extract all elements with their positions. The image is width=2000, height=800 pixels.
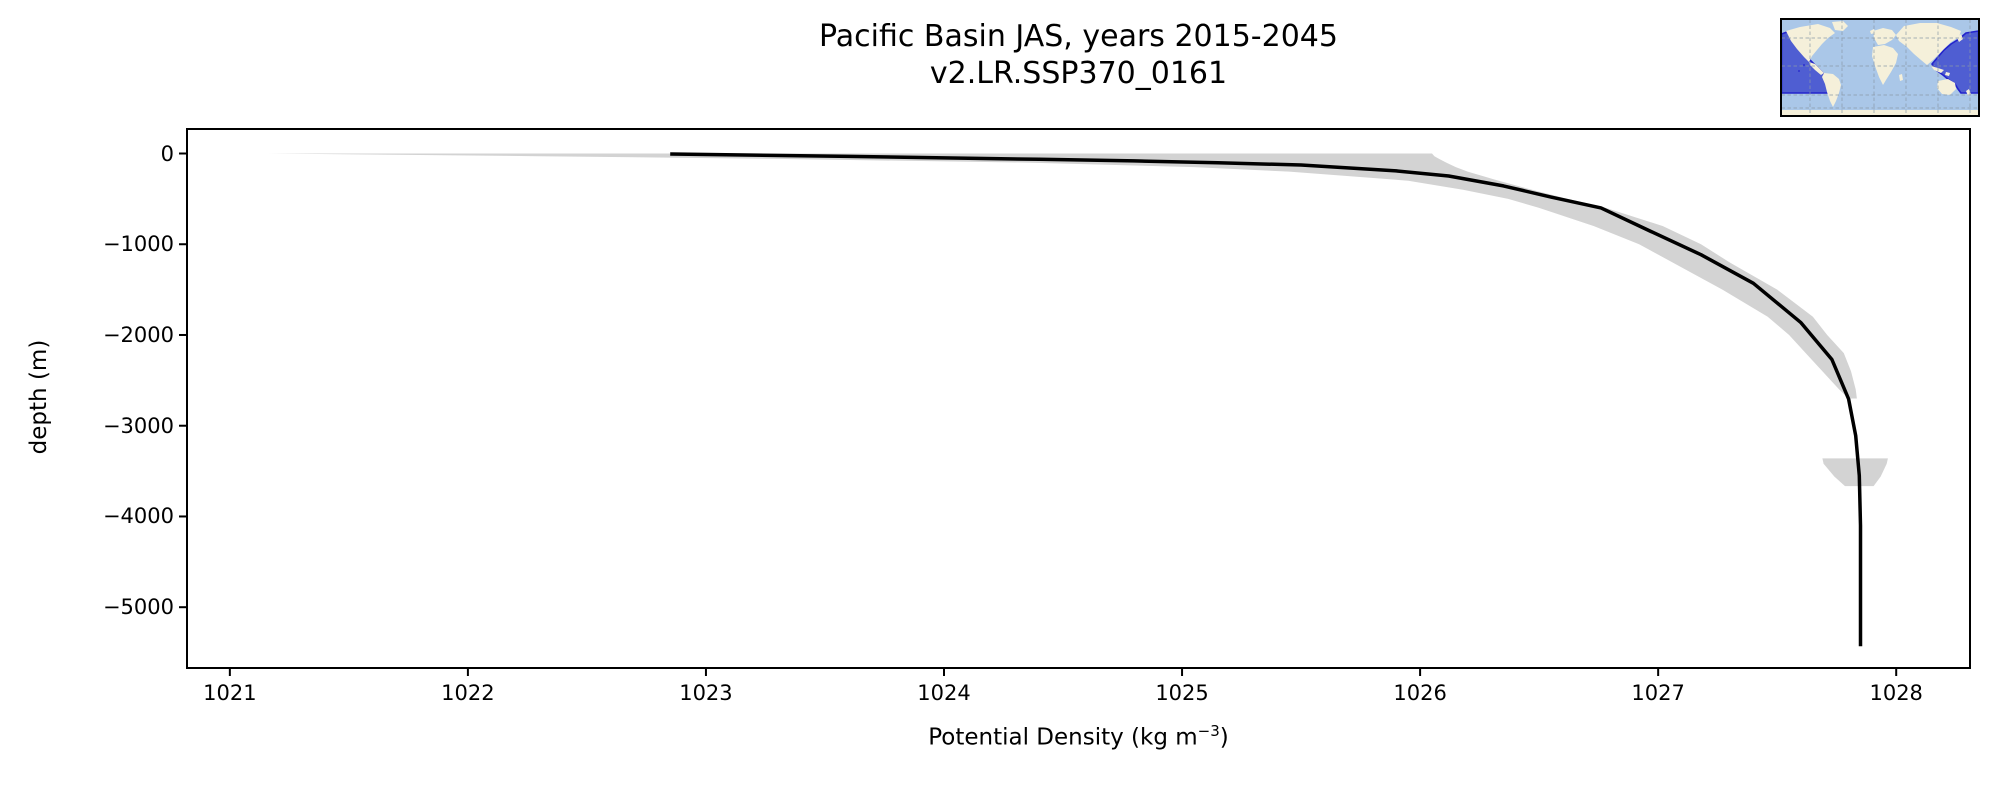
x-tick-label: 1023	[679, 681, 733, 705]
x-tick-label: 1026	[1393, 681, 1447, 705]
axes-spines	[186, 128, 1971, 669]
x-tick-label: 1025	[1155, 681, 1209, 705]
x-axis-label-prefix: Potential Density (kg m	[928, 724, 1198, 751]
y-axis-label: depth (m)	[26, 332, 52, 462]
pacific-basin-inset-map	[1780, 18, 1980, 117]
x-axis-label-suffix: )	[1219, 724, 1229, 751]
density_spread_deep_patch	[1822, 458, 1888, 487]
mean_potential_density_profile	[670, 152, 1863, 647]
map-border	[1780, 18, 1980, 117]
x-tick-label: 1021	[203, 681, 257, 705]
y-tick-label: −5000	[102, 595, 174, 620]
x-tick-label: 1027	[1631, 681, 1685, 705]
y-tick-label: −2000	[102, 322, 174, 347]
y-tick-label: −4000	[102, 504, 174, 529]
chart-title: Pacific Basin JAS, years 2015-2045 v2.LR…	[187, 18, 1970, 92]
y-tick-label: −3000	[102, 413, 174, 438]
map-graticule	[1781, 19, 1979, 116]
density_spread_upper_ocean	[267, 153, 1857, 399]
y-tick-label: 0	[160, 141, 174, 166]
map-pacific-highlight	[1780, 30, 1980, 94]
x-ticks	[228, 668, 1898, 676]
y-tick-label: −1000	[102, 232, 174, 257]
chart-title-line1: Pacific Basin JAS, years 2015-2045	[819, 19, 1338, 54]
x-axis-label: Potential Density (kg m−3)	[187, 722, 1970, 751]
x-tick-label: 1024	[917, 681, 971, 705]
map-islands	[1798, 64, 1805, 72]
map-land	[1781, 21, 1979, 116]
x-axis-label-superscript: −3	[1197, 722, 1220, 740]
y-axis-label-text: depth (m)	[26, 339, 52, 455]
chart-title-line2: v2.LR.SSP370_0161	[929, 56, 1228, 91]
x-tick-label: 1022	[441, 681, 495, 705]
x-tick-label: 1028	[1869, 681, 1923, 705]
y-ticks	[179, 152, 187, 609]
